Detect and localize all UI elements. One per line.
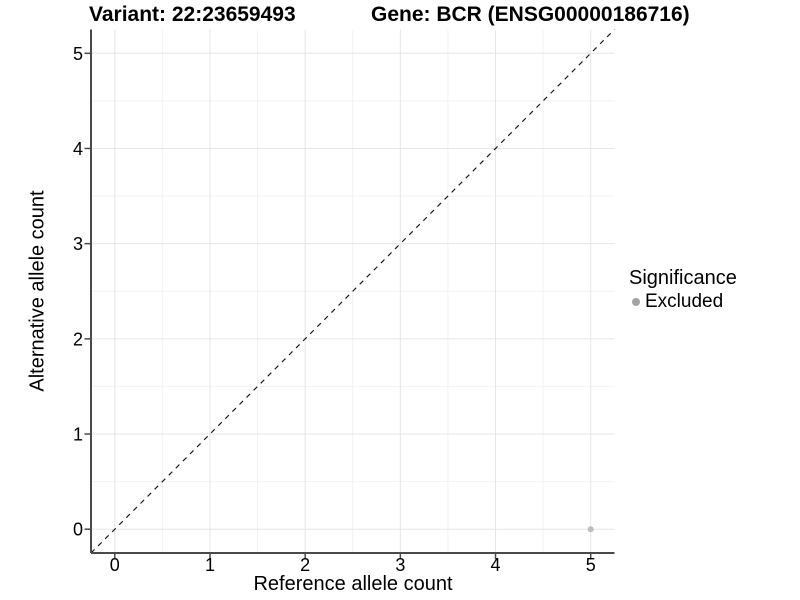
gene-title: Gene: BCR (ENSG00000186716) [371,3,690,26]
legend-point-icon [632,298,640,306]
x-tick-label: 1 [205,555,215,575]
y-tick-label: 4 [73,139,83,159]
y-tick-label: 3 [73,234,83,254]
legend-item-label: Excluded [645,291,724,312]
x-tick-label: 2 [300,555,310,575]
y-tick-label: 5 [73,44,83,64]
legend: Significance Excluded [629,266,737,313]
x-tick-label: 3 [395,555,405,575]
y-tick-label: 0 [73,520,83,540]
data-point [587,526,594,533]
y-tick-label: 1 [73,425,83,445]
identity-line [90,29,615,554]
legend-item-excluded: Excluded [632,291,737,313]
x-tick-label: 0 [110,555,120,575]
x-axis-title: Reference allele count [253,573,453,595]
y-tick-label: 2 [73,329,83,349]
y-axis-title: Alternative allele count [26,190,49,392]
x-tick-label: 4 [491,555,501,575]
variant-title: Variant: 22:23659493 [89,3,296,26]
legend-title: Significance [629,267,737,289]
x-tick-label: 5 [586,555,596,575]
